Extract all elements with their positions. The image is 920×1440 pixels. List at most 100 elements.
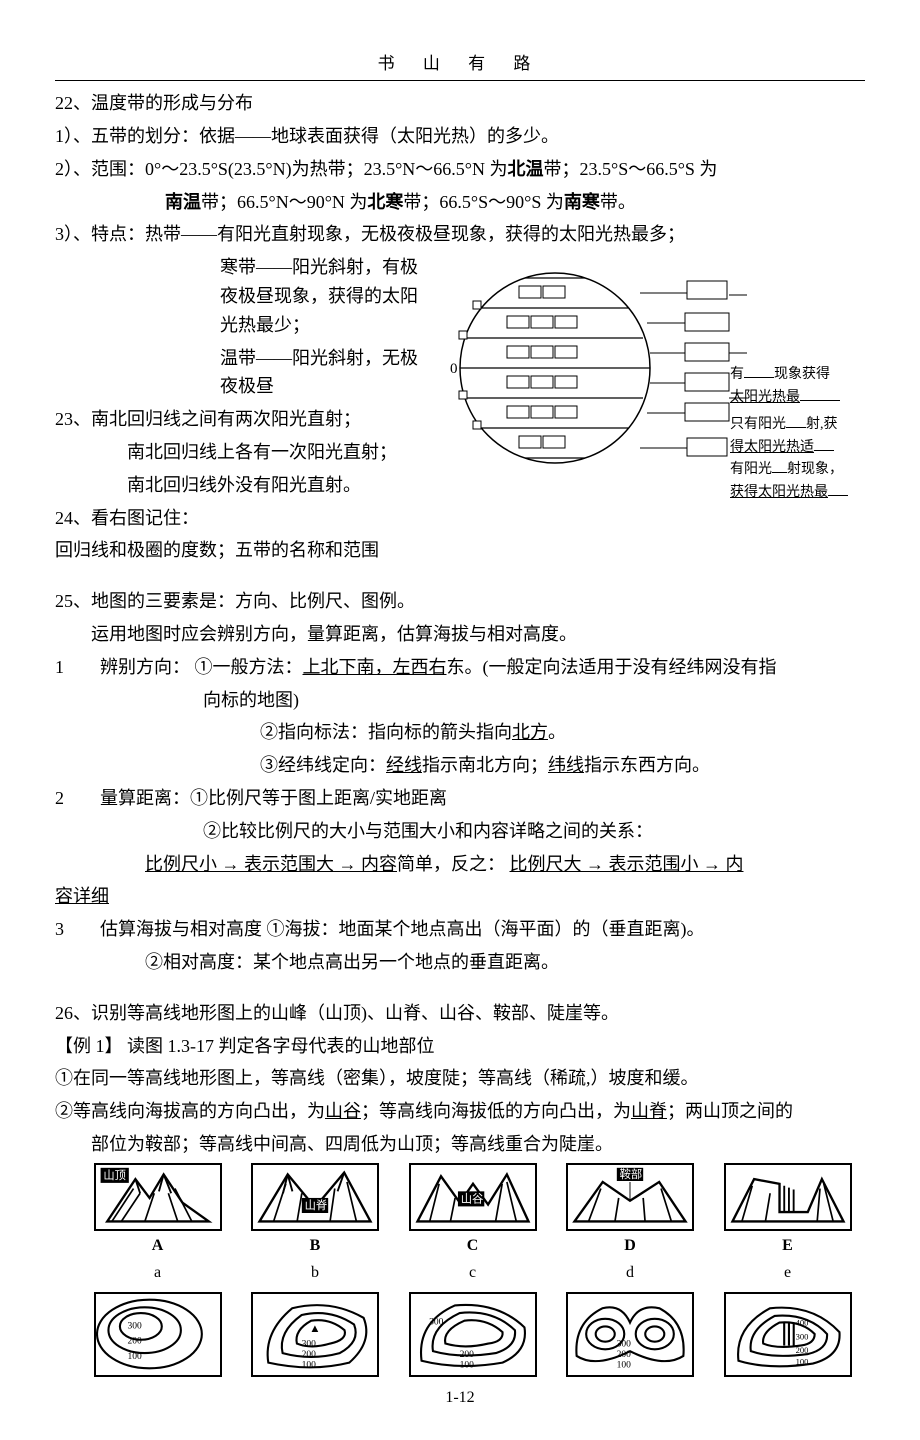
t: ②等高线向海拔高的方向凸出，为 bbox=[55, 1101, 325, 1121]
line-26c: ①在同一等高线地形图上，等高线（密集），坡度陡；等高线（稀疏,）坡度和缓。 bbox=[55, 1064, 865, 1093]
cn: 200 bbox=[617, 1350, 632, 1360]
cn: 200 bbox=[127, 1336, 142, 1346]
t: 只有阳光 bbox=[730, 417, 786, 432]
t-u: 上北下南，左西右 bbox=[303, 657, 447, 677]
line-25a: 25、地图的三要素是：方向、比例尺、图例。 bbox=[55, 587, 865, 616]
line-3-2: ②相对高度：某个地点高出另一个地点的垂直距离。 bbox=[55, 948, 865, 977]
t-bold: 南寒 bbox=[564, 192, 600, 212]
line-26b: 【例 1】 读图 1.3-17 判定各字母代表的山地部位 bbox=[55, 1032, 865, 1061]
line-1-1a: 1 辨别方向： ①一般方法：上北下南，左西右东。(一般定向法适用于没有经纬网没有… bbox=[55, 653, 865, 682]
cn: 400 bbox=[795, 1317, 808, 1327]
t: 带。 bbox=[600, 192, 636, 212]
t: 。 bbox=[548, 722, 566, 742]
cn: 100 bbox=[617, 1360, 632, 1370]
t: ；等高线向海拔低的方向凸出，为 bbox=[361, 1101, 631, 1121]
terrain-letter-D: D bbox=[624, 1233, 636, 1259]
terrain-contours: 300 200 100 ▲ 300 200 100 300 bbox=[90, 1286, 855, 1377]
t: ；两山顶之间的 bbox=[667, 1101, 793, 1121]
t: 有 bbox=[730, 367, 744, 382]
terrain-subletter-d: d bbox=[626, 1260, 634, 1286]
line-24b: 回归线和极圈的度数；五带的名称和范围 bbox=[55, 536, 420, 565]
t-u: 山脊 bbox=[631, 1101, 667, 1121]
contour-e: 400 300 200 100 bbox=[724, 1292, 852, 1377]
t: 东。(一般定向法适用于没有经纬网没有指 bbox=[447, 657, 777, 677]
terrain-subletter-b: b bbox=[311, 1260, 319, 1286]
terrain-D: 鞍部 D d bbox=[563, 1163, 698, 1286]
terrain-toplabel-1: 山脊 bbox=[305, 1198, 328, 1212]
cn: 300 bbox=[127, 1321, 142, 1331]
t-u: 比例尺大 → 表示范围小 → 内 bbox=[510, 854, 744, 874]
cn: 300 bbox=[795, 1332, 808, 1342]
t: 带；66.5°S～90°S 为 bbox=[403, 192, 563, 212]
line-3a: 3）、特点：热带——有阳光直射现象，无极夜极昼现象，获得的太阳光热最多； bbox=[55, 220, 865, 249]
terrain-letter-C: C bbox=[467, 1233, 479, 1259]
t: 射现象， bbox=[787, 462, 843, 477]
t: 获得太阳光热最 bbox=[730, 485, 828, 500]
cn: 100 bbox=[459, 1360, 474, 1370]
contour-a: 300 200 100 bbox=[94, 1292, 222, 1377]
line-23c: 南北回归线外没有阳光直射。 bbox=[55, 471, 420, 500]
line-26e: 部位为鞍部；等高线中间高、四周低为山顶；等高线重合为陡崖。 bbox=[55, 1130, 865, 1159]
t: 射,获 bbox=[806, 417, 838, 432]
side-label-2: 只有阳光 射,获 得太阳光热适 bbox=[730, 414, 860, 459]
cn: 200 bbox=[795, 1345, 808, 1355]
line-24a: 24、看右图记住： bbox=[55, 504, 420, 533]
terrain-toplabel-2: 山谷 bbox=[460, 1192, 483, 1205]
cn: 300 bbox=[617, 1339, 632, 1349]
header-rule bbox=[55, 80, 865, 81]
terrain-letter-A: A bbox=[152, 1233, 164, 1259]
t: 指示南北方向； bbox=[422, 755, 548, 775]
t: 1 辨别方向： ①一般方法： bbox=[55, 657, 303, 677]
page-header: 书 山 有 路 bbox=[55, 50, 865, 80]
t-u: 经线 bbox=[386, 755, 422, 775]
t: 简单，反之： bbox=[397, 854, 510, 874]
diagram-row: 寒带——阳光斜射，有极夜极昼现象，获得的太阳光热最少； 温带——阳光斜射，无极夜… bbox=[55, 253, 865, 569]
cn: 100 bbox=[302, 1360, 317, 1370]
terrain-subletter-a: a bbox=[154, 1260, 161, 1286]
t: 得太阳光热适 bbox=[730, 440, 814, 455]
side-label-1: 有 现象获得 太阳光热最 bbox=[730, 364, 860, 409]
contour-d: 300 200 100 bbox=[566, 1292, 694, 1377]
terrain-E: E e bbox=[720, 1163, 855, 1286]
line-26d: ②等高线向海拔高的方向凸出，为山谷；等高线向海拔低的方向凸出，为山脊；两山顶之间… bbox=[55, 1097, 865, 1126]
line-26a: 26、识别等高线地形图上的山峰（山顶)、山脊、山谷、鞍部、陡崖等。 bbox=[55, 999, 865, 1028]
t: 现象获得 bbox=[774, 367, 830, 382]
line-3-1: 3 估算海拔与相对高度 ①海拔：地面某个地点高出（海平面）的（垂直距离)。 bbox=[55, 915, 865, 944]
line-2-3a: 比例尺小 → 表示范围大 → 内容简单，反之： 比例尺大 → 表示范围小 → 内 bbox=[55, 850, 865, 879]
line-1-3: ③经纬线定向：经线指示南北方向；纬线指示东西方向。 bbox=[55, 751, 865, 780]
terrain-A: 山顶 A a bbox=[90, 1163, 225, 1286]
t-u: 纬线 bbox=[548, 755, 584, 775]
side-label-3: 有阳光射现象， 获得太阳光热最 bbox=[730, 459, 860, 504]
line-23b: 南北回归线上各有一次阳光直射； bbox=[55, 438, 420, 467]
t-u: 山谷 bbox=[325, 1101, 361, 1121]
t: 太阳光热最 bbox=[730, 390, 800, 405]
cn: 300 bbox=[429, 1317, 444, 1327]
line-23a: 23、南北回归线之间有两次阳光直射； bbox=[55, 405, 420, 434]
line-3b: 寒带——阳光斜射，有极夜极昼现象，获得的太阳光热最少； bbox=[55, 253, 420, 339]
t-bold: 南温 bbox=[165, 192, 201, 212]
terrain-pictures: 山顶 A a 山脊 B b 山谷 bbox=[90, 1163, 855, 1286]
tri: ▲ bbox=[309, 1323, 320, 1335]
t-u: 北方 bbox=[512, 722, 548, 742]
t: ②指向标法：指向标的箭头指向 bbox=[260, 722, 512, 742]
line-2b: 南温带；66.5°N～90°N 为北寒带；66.5°S～90°S 为南寒带。 bbox=[55, 188, 865, 217]
contour-b: ▲ 300 200 100 bbox=[251, 1292, 379, 1377]
line-2a: 2）、范围：0°～23.5°S(23.5°N)为热带；23.5°N～66.5°N… bbox=[55, 155, 865, 184]
t: 有阳光 bbox=[730, 462, 772, 477]
terrain-C: 山谷 C c bbox=[405, 1163, 540, 1286]
page-number: 1-12 bbox=[55, 1385, 865, 1411]
contour-c: 300 200 100 bbox=[409, 1292, 537, 1377]
line-1-2: ②指向标法：指向标的箭头指向北方。 bbox=[55, 718, 865, 747]
terrain-B: 山脊 B b bbox=[248, 1163, 383, 1286]
cn: 300 bbox=[302, 1339, 317, 1349]
cn: 100 bbox=[795, 1356, 808, 1366]
line-22: 22、温度带的形成与分布 bbox=[55, 89, 865, 118]
t-u: 比例尺小 → 表示范围大 → 内容 bbox=[145, 854, 397, 874]
line-2-3b: 容详细 bbox=[55, 882, 865, 911]
t: 详细 bbox=[73, 886, 109, 906]
line-1-1b: 向标的地图) bbox=[55, 686, 865, 715]
cn: 100 bbox=[127, 1352, 142, 1362]
t: 带；23.5°S～66.5°S 为 bbox=[544, 159, 718, 179]
t-bold: 北寒 bbox=[367, 192, 403, 212]
terrain-subletter-e: e bbox=[784, 1260, 791, 1286]
